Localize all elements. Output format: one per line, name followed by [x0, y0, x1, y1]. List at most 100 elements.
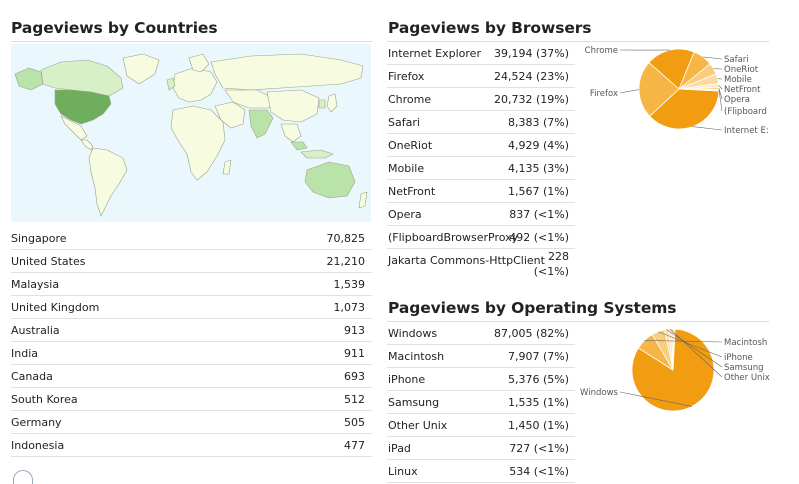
country-row-value: 911 — [344, 347, 365, 360]
country-row[interactable]: United Kingdom 1,073 — [11, 296, 372, 319]
country-row-label: Singapore — [11, 232, 67, 245]
new-zealand-region[interactable] — [359, 192, 367, 208]
browsers-pie-svg: ChromeFirefoxSafariOneRiotMobileNetFront… — [576, 42, 776, 142]
se-asia-region[interactable] — [281, 124, 301, 142]
country-row[interactable]: Canada 693 — [11, 365, 372, 388]
os-row-label: iPad — [388, 442, 411, 455]
country-row-label: Malaysia — [11, 278, 59, 291]
browser-row[interactable]: Chrome 20,732 (19%) — [387, 88, 575, 111]
browser-row-label: Opera — [388, 208, 422, 221]
south-america-region[interactable] — [89, 148, 127, 216]
country-row-label: Australia — [11, 324, 60, 337]
pie-label-right: Safari — [724, 55, 749, 65]
browser-row-label: OneRiot — [388, 139, 432, 152]
japan-region[interactable] — [327, 94, 337, 112]
malaysia-region[interactable] — [291, 142, 307, 150]
globe-icon[interactable] — [13, 470, 33, 484]
africa-region[interactable] — [171, 106, 225, 180]
country-row-label: Canada — [11, 370, 53, 383]
indonesia-region[interactable] — [301, 150, 333, 158]
browser-row[interactable]: Mobile 4,135 (3%) — [387, 157, 575, 180]
country-row-label: Germany — [11, 416, 62, 429]
browser-row-value: 492 (<1%) — [509, 231, 569, 244]
central-america-region[interactable] — [81, 140, 93, 150]
country-row-label: United Kingdom — [11, 301, 99, 314]
alaska-region[interactable] — [15, 68, 43, 90]
os-row-value: 7,907 (7%) — [508, 350, 569, 363]
pie-label-right: Internet E: — [724, 126, 769, 136]
pie-label-right: OneRiot — [724, 65, 759, 75]
europe-region[interactable] — [173, 68, 217, 102]
browser-row-value: 4,135 (3%) — [508, 162, 569, 175]
country-row-value: 913 — [344, 324, 365, 337]
browser-row[interactable]: Safari 8,383 (7%) — [387, 111, 575, 134]
browser-row-value: 4,929 (4%) — [508, 139, 569, 152]
browser-row-value: 39,194 (37%) — [494, 47, 569, 60]
browsers-title: Pageviews by Browsers — [388, 19, 591, 37]
browser-row-label: Internet Explorer — [388, 47, 481, 60]
browser-row[interactable]: OneRiot 4,929 (4%) — [387, 134, 575, 157]
country-row[interactable]: Malaysia 1,539 — [11, 273, 372, 296]
country-row-label: United States — [11, 255, 86, 268]
browser-row-value-count: 228 — [534, 249, 569, 264]
browser-row-label: Safari — [388, 116, 420, 129]
pie-label-left: Firefox — [590, 89, 618, 99]
os-title: Pageviews by Operating Systems — [388, 299, 676, 317]
pie-label-left: Windows — [580, 388, 619, 398]
country-row-value: 693 — [344, 370, 365, 383]
browser-row-label: Mobile — [388, 162, 424, 175]
australia-region[interactable] — [305, 162, 355, 198]
country-row[interactable]: United States 21,210 — [11, 250, 372, 273]
browser-row-label: Chrome — [388, 93, 431, 106]
india-region[interactable] — [249, 110, 273, 138]
pie-label-right: (Flipboard — [724, 107, 767, 117]
pie-label-right: NetFront — [724, 85, 761, 95]
browser-row[interactable]: Internet Explorer 39,194 (37%) — [387, 42, 575, 65]
china-region[interactable] — [267, 90, 319, 122]
pie-label-left-leader — [620, 90, 639, 93]
os-row-value: 87,005 (82%) — [494, 327, 569, 340]
canada-region[interactable] — [41, 60, 123, 96]
browser-row-value: 24,524 (23%) — [494, 70, 569, 83]
countries-title-rule — [11, 41, 372, 42]
country-row-value: 21,210 — [327, 255, 366, 268]
country-row[interactable]: Germany 505 — [11, 411, 372, 434]
korea-region[interactable] — [319, 100, 325, 108]
madagascar-region[interactable] — [223, 160, 231, 174]
browser-row-value: 8,383 (7%) — [508, 116, 569, 129]
browser-row-label: NetFront — [388, 185, 435, 198]
country-row-value: 1,073 — [334, 301, 366, 314]
country-row-value: 505 — [344, 416, 365, 429]
os-row-value: 5,376 (5%) — [508, 373, 569, 386]
pie-label-right: Macintosh — [724, 338, 767, 348]
world-map[interactable] — [11, 44, 371, 222]
russia-region[interactable] — [211, 54, 363, 90]
country-row[interactable]: Australia 913 — [11, 319, 372, 342]
country-row-value: 1,539 — [334, 278, 366, 291]
greenland-region[interactable] — [123, 54, 159, 84]
browser-row-value: 20,732 (19%) — [494, 93, 569, 106]
country-row-label: South Korea — [11, 393, 78, 406]
world-map-svg — [11, 44, 371, 222]
os-row-value: 1,535 (1%) — [508, 396, 569, 409]
countries-title: Pageviews by Countries — [11, 19, 217, 37]
